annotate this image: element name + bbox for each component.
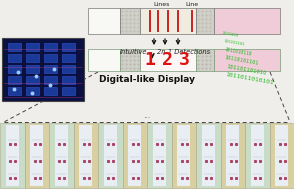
Bar bbox=[26, 76, 39, 84]
Bar bbox=[270, 123, 294, 188]
Text: ...: ... bbox=[143, 112, 151, 121]
Bar bbox=[44, 54, 57, 62]
Bar bbox=[201, 125, 215, 186]
Bar bbox=[250, 125, 264, 186]
Bar bbox=[8, 76, 21, 84]
Text: 1011011010101: 1011011010101 bbox=[225, 72, 274, 86]
Bar bbox=[8, 54, 21, 62]
Bar bbox=[62, 65, 75, 73]
Bar bbox=[62, 43, 75, 51]
Bar bbox=[196, 123, 220, 188]
Bar bbox=[147, 123, 171, 188]
Bar bbox=[44, 76, 57, 84]
Bar bbox=[44, 87, 57, 95]
Bar bbox=[120, 49, 140, 71]
Bar bbox=[103, 125, 117, 186]
Bar bbox=[220, 123, 245, 188]
Bar bbox=[88, 8, 120, 34]
Bar bbox=[120, 8, 140, 34]
Text: 101101101: 101101101 bbox=[223, 39, 245, 47]
Bar bbox=[275, 125, 288, 186]
Text: 101101101010: 101101101010 bbox=[225, 64, 266, 76]
Bar bbox=[6, 125, 19, 186]
Bar bbox=[140, 49, 196, 71]
Bar bbox=[2, 38, 84, 101]
Text: 3: 3 bbox=[178, 51, 189, 69]
Text: 10110101101: 10110101101 bbox=[225, 56, 259, 67]
Bar bbox=[214, 8, 280, 34]
Bar bbox=[123, 123, 147, 188]
Bar bbox=[24, 123, 49, 188]
Bar bbox=[26, 43, 39, 51]
Bar bbox=[196, 49, 214, 71]
Bar bbox=[8, 87, 21, 95]
Text: 1011010110: 1011010110 bbox=[224, 47, 252, 57]
Bar bbox=[26, 87, 39, 95]
Text: Lines: Lines bbox=[154, 2, 170, 6]
Bar bbox=[26, 65, 39, 73]
Bar bbox=[26, 54, 39, 62]
Bar bbox=[214, 49, 280, 71]
Text: Line: Line bbox=[186, 2, 198, 6]
Bar bbox=[79, 125, 93, 186]
Bar bbox=[8, 43, 21, 51]
Bar bbox=[0, 123, 24, 188]
Bar bbox=[140, 8, 196, 34]
Bar bbox=[177, 125, 191, 186]
Text: 1: 1 bbox=[145, 51, 156, 69]
Text: Digital-like Display: Digital-like Display bbox=[99, 74, 195, 84]
Bar bbox=[196, 8, 214, 34]
Bar bbox=[30, 125, 44, 186]
Bar bbox=[171, 123, 196, 188]
Bar bbox=[98, 123, 123, 188]
Bar bbox=[153, 125, 166, 186]
Text: 2: 2 bbox=[162, 51, 173, 69]
Bar bbox=[128, 125, 141, 186]
Bar bbox=[88, 49, 120, 71]
Bar bbox=[226, 125, 240, 186]
Bar bbox=[62, 54, 75, 62]
Text: 10110110: 10110110 bbox=[221, 31, 239, 37]
Bar bbox=[44, 43, 57, 51]
Bar bbox=[62, 76, 75, 84]
Bar bbox=[54, 125, 68, 186]
Bar bbox=[44, 65, 57, 73]
Text: Intuitive: Intuitive bbox=[119, 49, 147, 55]
Bar bbox=[245, 123, 270, 188]
Bar bbox=[8, 65, 21, 73]
Bar bbox=[62, 87, 75, 95]
Bar bbox=[74, 123, 98, 188]
Bar bbox=[49, 123, 74, 188]
Text: 2n-1 Detections: 2n-1 Detections bbox=[157, 49, 210, 55]
